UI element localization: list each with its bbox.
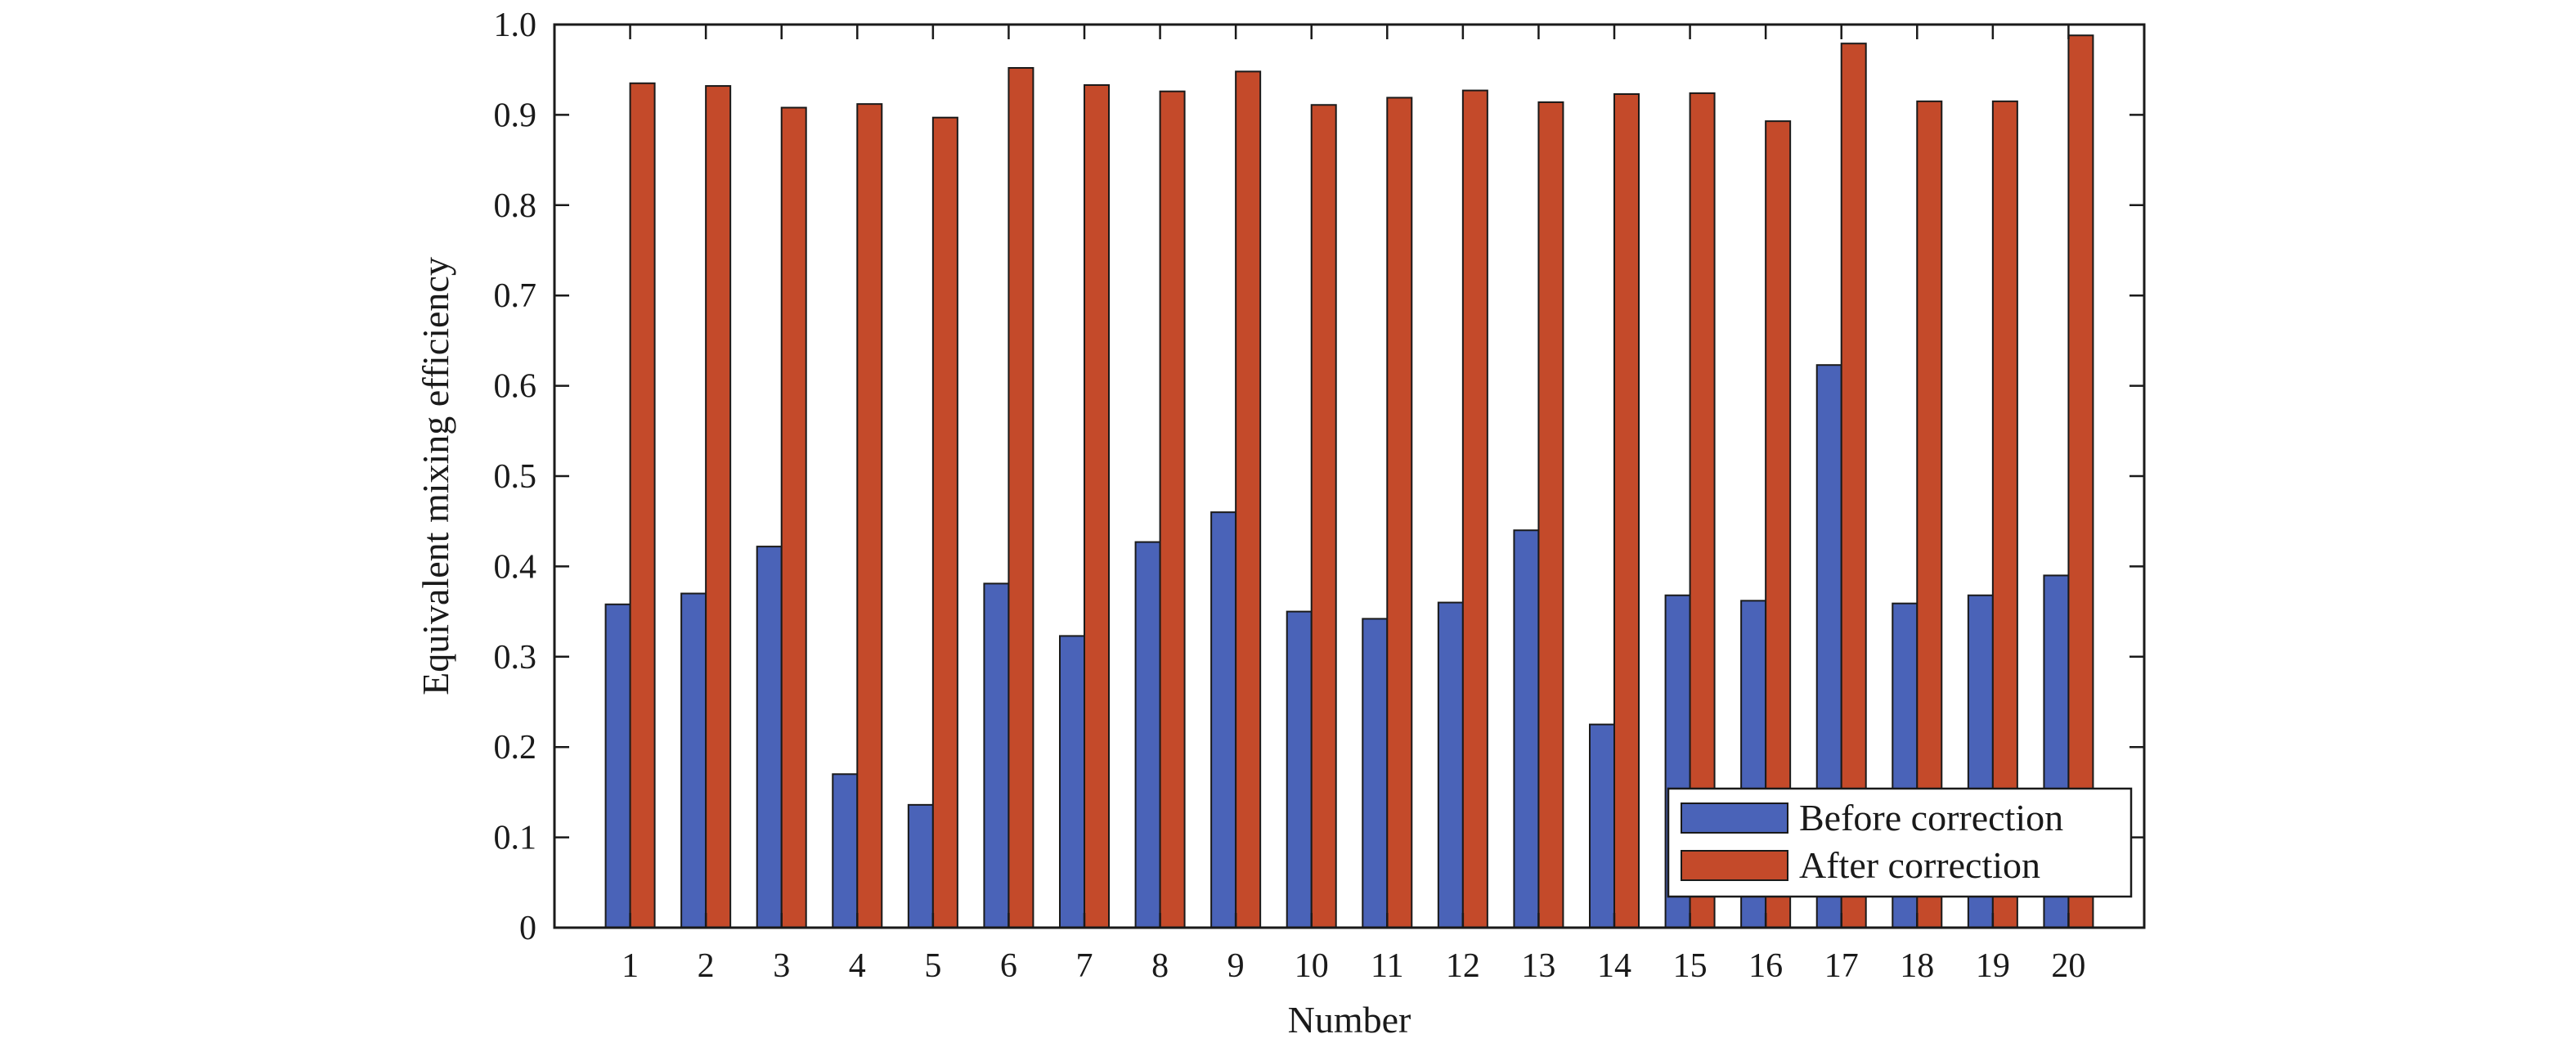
bar-before-7 (1059, 635, 1085, 929)
x-tick-label: 17 (1824, 947, 1859, 985)
bar-before-1 (604, 603, 631, 928)
bar-after-7 (1084, 83, 1110, 928)
x-tick-label: 16 (1748, 947, 1783, 985)
x-tick-label: 4 (849, 947, 866, 985)
bar-before-2 (680, 592, 707, 929)
x-tick-label: 5 (924, 947, 941, 985)
x-tick-label: 8 (1151, 947, 1169, 985)
bar-before-5 (907, 803, 934, 929)
bar-after-2 (705, 85, 732, 928)
y-tick-label: 0.6 (494, 368, 537, 406)
x-tick-label: 18 (1900, 947, 1934, 985)
legend-swatch-after-correction (1681, 850, 1788, 881)
bar-after-11 (1386, 97, 1413, 928)
x-tick-label: 11 (1371, 947, 1403, 985)
y-tick-label: 0.9 (494, 97, 537, 134)
y-tick-label: 0.1 (494, 820, 537, 857)
legend-swatch-before-correction (1681, 802, 1788, 834)
x-tick-label: 9 (1227, 947, 1245, 985)
y-tick-label: 0.4 (494, 548, 537, 586)
bar-after-10 (1310, 104, 1337, 929)
bar-after-9 (1235, 70, 1262, 929)
legend-label-before-correction: Before correction (1799, 797, 2063, 838)
y-axis-label: Equivalent mixing efficiency (415, 257, 456, 695)
x-tick-label: 10 (1295, 947, 1329, 985)
bar-after-6 (1008, 66, 1034, 929)
y-tick-label: 0.5 (494, 458, 537, 496)
y-tick-label: 0.3 (494, 639, 537, 677)
bar-before-12 (1437, 601, 1464, 928)
x-tick-label: 3 (773, 947, 790, 985)
x-tick-label: 19 (1976, 947, 2010, 985)
bar-before-11 (1362, 618, 1389, 928)
x-axis-label: Number (1288, 999, 1411, 1041)
bar-after-12 (1461, 89, 1488, 929)
bar-after-8 (1159, 90, 1186, 929)
x-tick-label: 15 (1673, 947, 1708, 985)
y-tick-label: 0.7 (494, 277, 537, 315)
bar-before-6 (983, 582, 1010, 928)
x-tick-label: 6 (1000, 947, 1017, 985)
x-tick-label: 13 (1521, 947, 1555, 985)
bar-before-3 (756, 546, 783, 928)
y-axis: 0 0.1 0.2 0.3 0.4 0.5 0.6 0.7 0.8 0.9 1.0 (494, 7, 2144, 947)
bar-before-9 (1210, 511, 1237, 928)
x-tick-label: 1 (622, 947, 639, 985)
bar-before-4 (832, 773, 859, 928)
bar-before-8 (1134, 541, 1161, 928)
y-tick-label: 0.2 (494, 729, 537, 767)
bar-before-13 (1513, 529, 1540, 928)
bar-before-14 (1589, 723, 1615, 928)
y-tick-label: 1.0 (494, 7, 537, 44)
x-axis: 1 2 3 4 5 6 7 8 9 10 11 12 13 14 15 16 17 18 19 20 (622, 25, 2085, 985)
bar-before-10 (1286, 610, 1313, 928)
bar-after-3 (780, 106, 807, 928)
x-tick-label: 2 (698, 947, 715, 985)
y-tick-label: 0 (519, 910, 536, 947)
bar-after-14 (1613, 93, 1640, 929)
x-tick-label: 7 (1076, 947, 1093, 985)
legend-label-after-correction: After correction (1799, 844, 2040, 886)
legend: Before correction After correction (1667, 787, 2133, 898)
y-tick-label: 0.8 (494, 187, 537, 225)
series-after-correction (629, 34, 2094, 929)
x-tick-label: 14 (1597, 947, 1631, 985)
bar-after-4 (856, 103, 883, 929)
bar-after-13 (1537, 101, 1564, 929)
bar-after-17 (1840, 43, 1867, 929)
x-tick-label: 12 (1446, 947, 1480, 985)
x-tick-label: 20 (2051, 947, 2085, 985)
bar-after-1 (629, 82, 656, 928)
bar-after-5 (931, 116, 958, 929)
